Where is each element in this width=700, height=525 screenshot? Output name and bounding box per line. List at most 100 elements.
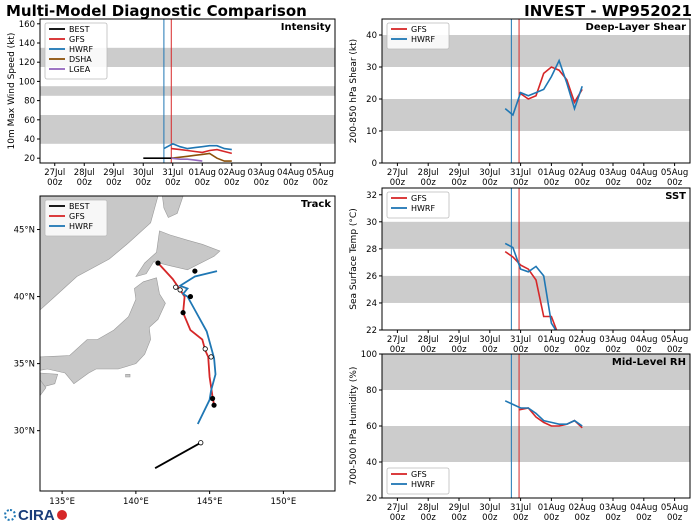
map-x-tick-label: 150°E [270, 497, 296, 507]
y-axis-label: 200-850 hPa Shear (kt) [349, 39, 359, 143]
x-tick-day: 04Aug [630, 168, 657, 178]
x-tick-day: 04Aug [277, 168, 304, 178]
grey-band [40, 86, 335, 96]
grey-band [382, 426, 690, 462]
track-marker [198, 440, 204, 446]
x-tick-hour: 00z [451, 178, 467, 188]
x-tick-day: 02Aug [568, 503, 595, 513]
x-tick-hour: 00z [513, 178, 529, 188]
x-tick-day: 31Jul [510, 503, 531, 513]
x-tick-day: 28Jul [418, 503, 439, 513]
x-tick-day: 03Aug [599, 168, 626, 178]
panel-intensity: 2040608010012014016027Jul00z28Jul00z29Ju… [7, 18, 336, 188]
track-marker [209, 395, 216, 402]
legend-label-hwrf: HWRF [69, 45, 93, 54]
map-x-tick-label: 140°E [123, 497, 149, 507]
y-axis-label: Sea Surface Temp (°C) [349, 208, 359, 309]
map-y-tick-label: 40°N [14, 293, 35, 303]
land-shikoku [40, 372, 59, 389]
track-marker [208, 354, 214, 360]
x-tick-hour: 00z [575, 513, 591, 523]
panel-title: Track [301, 199, 331, 210]
track-marker [211, 402, 217, 408]
storm-id: INVEST - WP952021 [524, 2, 692, 20]
y-tick-label: 20 [24, 154, 35, 164]
x-tick-hour: 00z [544, 345, 560, 355]
x-tick-day: 05Aug [307, 168, 334, 178]
y-tick-label: 30 [366, 218, 377, 228]
panel-track: 135°E 140°E 145°E 150°E 30°N 35°N 40°N 45°N Trac… [14, 195, 336, 507]
plot-frame [39, 18, 336, 164]
series-line-lgea [171, 157, 203, 162]
y-tick-label: 0 [372, 159, 377, 169]
logo-swoosh-icon [56, 510, 67, 520]
x-tick-hour: 00z [106, 178, 122, 188]
series-line-hwrf [504, 242, 557, 330]
panel-title: SST [665, 191, 686, 202]
legend-label-hwrf: HWRF [411, 480, 435, 489]
x-tick-hour: 00z [254, 178, 270, 188]
plot-frame [381, 18, 691, 164]
x-tick-hour: 00z [575, 345, 591, 355]
legend-label-gfs: GFS [411, 194, 427, 203]
legend-label-hwrf: HWRF [411, 35, 435, 44]
x-tick-hour: 00z [513, 345, 529, 355]
series-line-gfs [171, 147, 232, 155]
grey-band [382, 354, 690, 390]
x-tick-hour: 00z [544, 178, 560, 188]
y-tick-label: 140 [19, 39, 35, 49]
legend-label-best: BEST [69, 25, 90, 34]
legend-label-dsha: DSHA [69, 55, 92, 64]
map-frame [39, 195, 336, 492]
x-tick-hour: 00z [136, 178, 152, 188]
x-tick-hour: 00z [77, 178, 93, 188]
track-line-best [154, 441, 202, 469]
x-tick-hour: 00z [605, 513, 621, 523]
grey-band [382, 221, 690, 249]
series-line-gfs [518, 407, 583, 429]
panel-rh: 2040608010027Jul00z28Jul00z29Jul00z30Jul… [349, 350, 691, 523]
legend-label-gfs: GFS [411, 25, 427, 34]
x-tick-day: 30Jul [479, 503, 500, 513]
x-tick-day: 01Aug [189, 168, 216, 178]
x-tick-hour: 00z [482, 178, 498, 188]
y-axis-label: 10m Max Wind Speed (kt) [7, 33, 17, 150]
map-y-tick-label: 35°N [14, 360, 35, 370]
x-tick-day: 03Aug [248, 168, 275, 178]
x-tick-day: 31Jul [162, 168, 183, 178]
x-tick-day: 05Aug [661, 503, 688, 513]
x-tick-day: 30Jul [479, 168, 500, 178]
legend-label-hwrf: HWRF [69, 222, 93, 231]
x-tick-day: 31Jul [510, 168, 531, 178]
x-tick-hour: 00z [47, 178, 63, 188]
logo-dots-icon [4, 509, 16, 521]
x-tick-hour: 00z [421, 178, 437, 188]
legend-box [44, 199, 108, 237]
legend-label-hwrf: HWRF [411, 204, 435, 213]
x-tick-hour: 00z [165, 178, 181, 188]
track-marker [173, 284, 179, 290]
x-tick-hour: 00z [390, 513, 406, 523]
x-tick-day: 27Jul [387, 503, 408, 513]
legend-label-lgea: LGEA [69, 65, 91, 74]
x-tick-day: 29Jul [448, 335, 469, 345]
map-x-tick-label: 135°E [49, 497, 75, 507]
y-tick-label: 10 [366, 127, 377, 137]
x-tick-day: 29Jul [448, 168, 469, 178]
x-tick-day: 03Aug [599, 503, 626, 513]
x-tick-hour: 00z [667, 345, 683, 355]
x-tick-day: 02Aug [568, 168, 595, 178]
y-axis-label: 700-500 hPa Humidity (%) [349, 367, 359, 486]
x-tick-hour: 00z [605, 345, 621, 355]
series-group [504, 242, 558, 330]
x-tick-hour: 00z [421, 345, 437, 355]
x-tick-day: 28Jul [418, 335, 439, 345]
legend-box [44, 22, 108, 80]
panel-shear: 01020304027Jul00z28Jul00z29Jul00z30Jul00… [349, 18, 691, 188]
x-tick-hour: 00z [636, 178, 652, 188]
y-tick-label: 28 [366, 245, 377, 255]
